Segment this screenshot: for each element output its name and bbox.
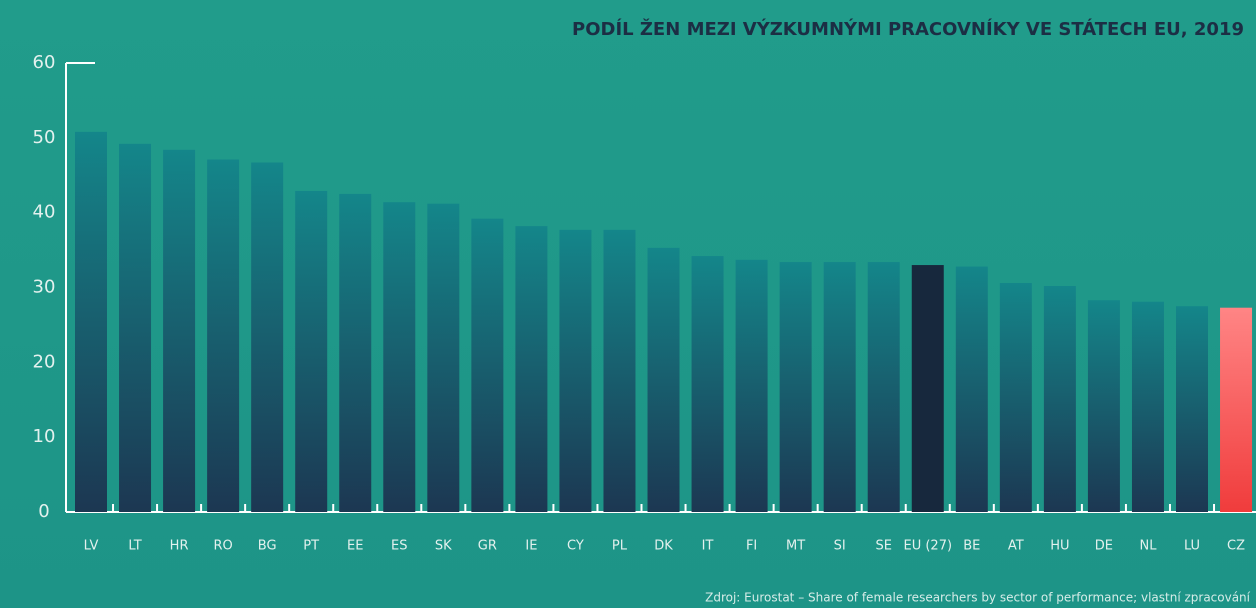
bar xyxy=(251,162,284,513)
y-tick-label: 10 xyxy=(33,426,56,447)
x-tick-label: CZ xyxy=(1227,539,1245,554)
bar xyxy=(515,226,548,513)
x-tick-label: LU xyxy=(1184,539,1200,554)
chart-title: PODÍL ŽEN MEZI VÝZKUMNÝMI PRACOVNÍKY VE … xyxy=(572,18,1244,40)
x-tick-label: MT xyxy=(786,539,805,554)
x-tick-label: ES xyxy=(391,539,407,554)
bar xyxy=(955,266,988,512)
x-tick-label: LV xyxy=(84,539,99,554)
x-tick-label: HR xyxy=(170,539,189,554)
x-tick-label: IT xyxy=(702,539,714,554)
x-tick-label: AT xyxy=(1008,539,1024,554)
bar xyxy=(1131,301,1164,512)
bar xyxy=(1043,286,1076,512)
x-tick-label: IE xyxy=(525,539,537,554)
x-tick-label: SE xyxy=(875,539,891,554)
bar xyxy=(647,247,680,513)
bar xyxy=(691,256,724,512)
x-tick-label: BE xyxy=(963,539,980,554)
x-tick-label: CY xyxy=(567,539,584,554)
x-tick-label: SI xyxy=(834,539,846,554)
bar xyxy=(119,143,152,512)
x-tick-label: PT xyxy=(303,539,319,554)
bar xyxy=(383,202,416,512)
y-tick-label: 40 xyxy=(33,202,56,223)
bar xyxy=(207,159,240,512)
bar xyxy=(911,265,944,512)
bar xyxy=(867,262,900,512)
bar xyxy=(339,193,372,513)
x-tick-label: EE xyxy=(347,539,363,554)
x-tick-label: BG xyxy=(258,539,277,554)
x-tick-label: EU (27) xyxy=(903,539,952,554)
bar xyxy=(163,149,196,512)
x-tick-label: SK xyxy=(435,539,452,554)
bar xyxy=(1220,307,1253,512)
x-tick-label: LT xyxy=(128,539,141,554)
y-tick-label: 20 xyxy=(33,351,56,372)
bar xyxy=(427,203,460,513)
bar xyxy=(735,259,768,512)
x-tick-label: PL xyxy=(612,539,628,554)
bar xyxy=(1176,306,1208,512)
bar xyxy=(999,283,1032,512)
x-tick-label: FI xyxy=(746,539,757,554)
bar xyxy=(603,229,636,512)
bar xyxy=(471,218,504,513)
bar xyxy=(1087,300,1120,512)
y-tick-label: 0 xyxy=(38,501,49,522)
source-note: Zdroj: Eurostat – Share of female resear… xyxy=(705,591,1251,605)
x-tick-label: HU xyxy=(1050,539,1069,554)
bar xyxy=(559,229,592,512)
x-tick-label: DK xyxy=(654,539,673,554)
x-tick-label: NL xyxy=(1139,539,1157,554)
x-tick-label: GR xyxy=(478,539,497,554)
bar xyxy=(75,131,107,512)
y-tick-label: 60 xyxy=(33,52,56,73)
bar xyxy=(823,262,856,512)
x-tick-label: DE xyxy=(1095,539,1113,554)
bar xyxy=(779,262,812,512)
y-tick-label: 30 xyxy=(33,277,56,298)
y-tick-label: 50 xyxy=(33,127,56,148)
x-tick-label: RO xyxy=(213,539,232,554)
bar xyxy=(295,190,328,512)
